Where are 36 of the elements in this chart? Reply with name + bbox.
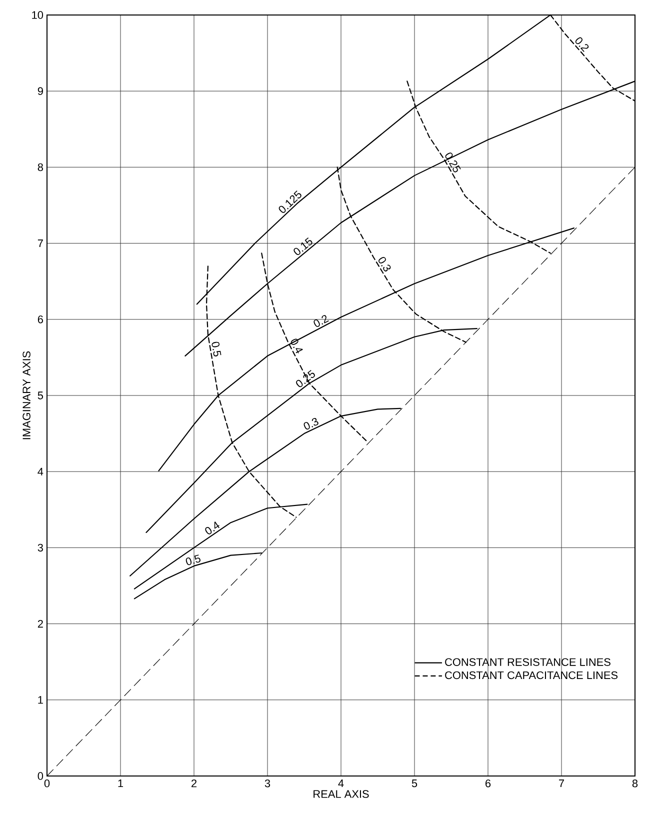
x-axis-title: REAL AXIS	[314, 790, 369, 798]
annotation: CONSTANT CAPACITANCE LINES	[445, 671, 618, 680]
line-series	[134, 552, 262, 600]
x-tick-label: 7	[559, 780, 564, 788]
y-tick-label: 7	[38, 240, 43, 248]
text: 0.4	[290, 338, 303, 354]
text: 0.2	[314, 315, 329, 327]
text: 0.3	[378, 257, 391, 272]
y-tick-label: 10	[32, 11, 44, 19]
text: 0.4	[205, 521, 220, 534]
x-tick-label: 0	[44, 780, 50, 788]
y-tick-label: 5	[38, 392, 44, 400]
y-axis-title: IMAGINARY AXIS	[22, 351, 30, 440]
annotation: CONSTANT RESISTANCE LINES	[445, 658, 610, 666]
y-tick-label: 1	[38, 696, 43, 704]
text: 0.5	[186, 554, 200, 566]
y-tick-label: 3	[38, 544, 43, 552]
x-tick-label: 5	[412, 780, 418, 788]
x-tick-label: 1	[118, 780, 124, 788]
x-tick-label: 6	[486, 780, 491, 788]
x-tick-label: 2	[192, 780, 196, 788]
y-tick-label: 0	[38, 772, 44, 780]
y-tick-label: 2	[38, 620, 43, 628]
x-tick-label: 8	[632, 780, 638, 788]
text: 0.15	[294, 237, 312, 256]
text: 0.2	[575, 37, 589, 52]
text: 0.25	[296, 370, 315, 388]
y-tick-label: 4	[38, 468, 44, 476]
y-tick-label: 8	[38, 163, 43, 172]
x-tick-label: 4	[338, 780, 344, 788]
y-tick-label: 6	[38, 316, 43, 324]
text: 0.25	[445, 152, 461, 172]
y-tick-label: 9	[38, 87, 43, 95]
text: 0.5	[212, 342, 222, 356]
text: 0.3	[304, 418, 318, 430]
x-tick-label: 3	[264, 780, 270, 788]
